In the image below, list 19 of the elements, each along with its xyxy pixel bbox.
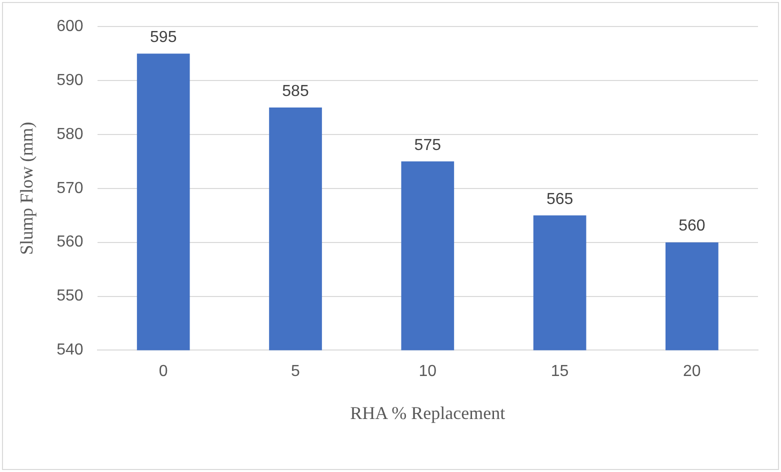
data-label: 585 xyxy=(282,82,309,100)
data-label: 595 xyxy=(150,28,177,46)
y-tick-label: 560 xyxy=(56,234,84,251)
x-tick-label: 15 xyxy=(550,363,569,380)
data-label: 560 xyxy=(678,218,706,235)
y-tick-label: 590 xyxy=(56,72,84,89)
data-label: 565 xyxy=(546,190,574,208)
x-axis-title: RHA % Replacement xyxy=(350,402,506,423)
x-tick-label: 0 xyxy=(158,363,168,380)
x-tick-label: 20 xyxy=(683,363,701,380)
x-tick-label: 10 xyxy=(418,363,437,380)
y-tick-label: 570 xyxy=(56,180,84,197)
y-tick-label: 540 xyxy=(56,342,84,359)
x-tick-label: 5 xyxy=(291,363,300,380)
y-tick-label: 550 xyxy=(56,288,84,305)
y-tick-label: 580 xyxy=(56,126,84,143)
y-tick-label: 600 xyxy=(56,18,84,36)
data-label: 575 xyxy=(414,136,442,154)
y-axis-title: Slump Flow (mm) xyxy=(16,122,37,255)
